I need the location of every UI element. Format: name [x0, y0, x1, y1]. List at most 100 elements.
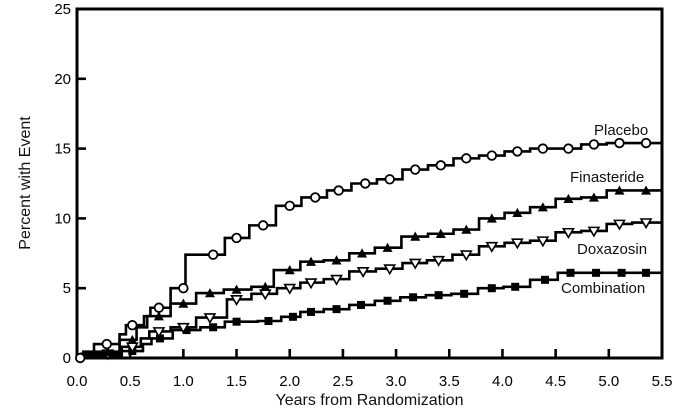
x-tick-label: 0.0 [67, 373, 88, 390]
placebo-marker-icon [333, 185, 344, 196]
combination-marker-icon [288, 312, 297, 321]
doxazosin-marker-icon [510, 238, 524, 250]
finasteride-marker-icon [588, 192, 599, 202]
placebo-series-label: Placebo [594, 122, 649, 139]
finasteride-marker-icon [382, 242, 393, 252]
placebo-marker-icon [310, 192, 321, 203]
doxazosin-marker-icon [459, 250, 473, 262]
y-tick-label: 15 [54, 141, 71, 158]
x-tick-label: 1.5 [226, 373, 247, 390]
x-axis-title: Years from Randomization [275, 392, 464, 409]
finasteride-marker-icon [306, 256, 316, 266]
doxazosin-marker-icon [230, 294, 243, 306]
y-tick-label: 5 [63, 280, 71, 297]
combination-marker-icon [592, 268, 601, 277]
doxazosin-marker-icon [408, 258, 422, 270]
finasteride-marker-icon [537, 202, 548, 212]
placebo-marker-icon [74, 352, 86, 364]
combination-marker-icon [356, 300, 365, 309]
placebo-marker-icon [614, 137, 625, 149]
finasteride-marker-icon [641, 185, 652, 195]
combination-marker-icon [487, 284, 496, 293]
placebo-marker-icon [207, 249, 219, 260]
combination-marker-icon [434, 291, 443, 300]
x-tick-label: 1.0 [173, 373, 194, 390]
finasteride-marker-icon [435, 228, 446, 238]
x-tick-label: 2.5 [332, 373, 353, 390]
y-tick-label: 10 [54, 210, 71, 227]
finasteride-marker-icon [357, 248, 368, 258]
finasteride-marker-icon [486, 213, 497, 223]
combination-marker-icon [232, 317, 241, 326]
series-line-finasteride [77, 189, 662, 360]
placebo-marker-icon [101, 338, 112, 350]
x-tick-label: 3.0 [386, 373, 407, 390]
placebo-marker-icon [384, 174, 395, 185]
doxazosin-marker-icon [356, 267, 370, 279]
doxazosin-series-label: Doxazosin [577, 241, 648, 258]
placebo-marker-icon [257, 220, 269, 231]
doxazosin-marker-icon [283, 283, 297, 295]
finasteride-marker-icon [284, 265, 295, 275]
combination-marker-icon [307, 307, 315, 316]
doxazosin-marker-icon [485, 241, 499, 253]
plot-border [75, 7, 664, 360]
doxazosin-marker-icon [536, 236, 550, 248]
finasteride-marker-icon [563, 193, 574, 204]
placebo-marker-icon [461, 153, 472, 164]
placebo-marker-icon [231, 232, 242, 244]
placebo-marker-icon [486, 150, 498, 161]
combination-marker-icon [409, 293, 418, 302]
placebo-marker-icon [435, 160, 446, 171]
doxazosin-marker-icon [203, 313, 217, 325]
placebo-marker-icon [127, 319, 138, 331]
combination-marker-icon [566, 268, 575, 277]
doxazosin-marker-icon [304, 278, 318, 290]
y-tick-label: 0 [63, 350, 71, 367]
series-line-placebo [77, 141, 662, 360]
placebo-marker-icon [588, 139, 600, 150]
finasteride-marker-icon [127, 334, 138, 345]
combination-marker-icon [155, 334, 164, 343]
placebo-marker-icon [512, 146, 523, 157]
series-line-doxazosin [77, 221, 662, 360]
x-tick-label: 0.5 [120, 373, 141, 390]
placebo-marker-icon [563, 143, 574, 154]
finasteride-marker-icon [260, 281, 271, 292]
combination-marker-icon [511, 282, 520, 291]
combination-marker-icon [460, 289, 469, 298]
finasteride-marker-icon [204, 288, 215, 298]
finasteride-marker-icon [231, 284, 242, 294]
finasteride-marker-icon [512, 207, 523, 218]
combination-marker-icon [182, 326, 191, 335]
combination-marker-icon [383, 296, 392, 305]
x-tick-label: 4.5 [545, 373, 566, 390]
doxazosin-marker-icon [587, 226, 601, 238]
x-tick-label: 4.0 [492, 373, 513, 390]
x-tick-label: 5.5 [652, 373, 673, 390]
doxazosin-marker-icon [152, 327, 166, 339]
placebo-marker-icon [153, 302, 165, 313]
finasteride-marker-icon [102, 346, 113, 356]
y-axis-title: Percent with Event [17, 116, 34, 250]
placebo-marker-icon [284, 200, 295, 212]
doxazosin-marker-icon [613, 219, 626, 231]
y-tick-label: 20 [54, 71, 71, 88]
doxazosin-marker-icon [432, 255, 446, 267]
combination-marker-icon [209, 323, 218, 332]
combination-marker-icon [332, 305, 341, 314]
combination-marker-icon [617, 268, 626, 277]
doxazosin-marker-icon [639, 218, 653, 230]
finasteride-marker-icon [410, 231, 421, 241]
placebo-marker-icon [178, 283, 189, 294]
finasteride-marker-icon [153, 311, 164, 321]
finasteride-series-label: Finasteride [570, 169, 645, 186]
finasteride-marker-icon [461, 224, 472, 234]
doxazosin-marker-icon [383, 264, 397, 276]
combination-series-label: Combination [561, 280, 646, 297]
doxazosin-marker-icon [176, 322, 190, 334]
combination-marker-icon [264, 317, 273, 326]
combination-marker-icon [642, 268, 651, 277]
